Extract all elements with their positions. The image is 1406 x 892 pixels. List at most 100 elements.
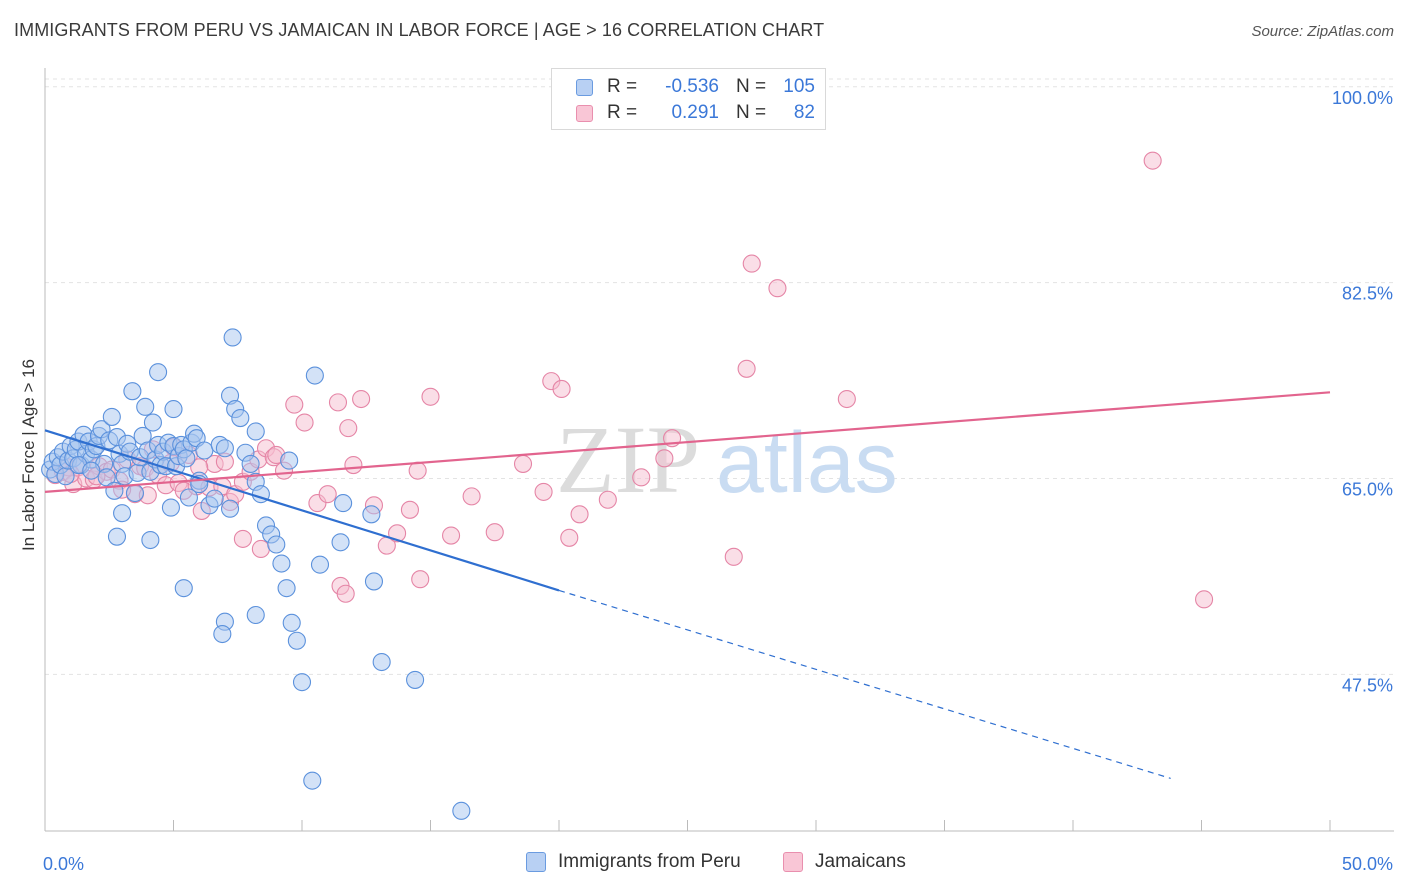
legend-row-jamaicans: R = 0.291 N = 82 [576,101,815,125]
data-point-peru [452,801,471,820]
data-point-jamaicans [411,570,430,589]
data-point-jamaicans [570,505,589,524]
data-point-peru [82,461,101,480]
data-point-jamaicans [1195,590,1214,609]
data-point-jamaicans [352,389,371,409]
data-point-peru [136,397,155,416]
legend-label-peru: Immigrants from Peru [558,851,741,872]
data-point-peru [305,366,324,385]
data-point-jamaicans [233,529,252,548]
series-jamaicans [46,151,1214,609]
trend-lines [44,391,1331,779]
legend-n-label: N = [735,102,767,123]
legend-r-value: 0.291 [671,102,719,123]
data-point-peru [287,631,306,650]
data-point-jamaicans [318,485,337,504]
legend-row-peru: R = -0.536 N = 105 [576,75,815,99]
data-point-peru [105,481,124,500]
data-point-jamaicans [632,468,651,487]
data-point-jamaicans [408,461,427,480]
data-point-peru [303,771,322,790]
legend-swatch-peru [576,78,593,96]
data-point-jamaicans [336,584,355,603]
y-tick-label: 82.5% [1342,284,1393,304]
data-point-peru [246,605,265,625]
data-point-peru [272,554,291,573]
data-point-peru [164,400,183,419]
data-point-peru [241,454,260,473]
gridlines [45,78,1394,675]
legend-n-value: 105 [783,76,815,97]
data-point-peru [177,449,196,468]
data-point-peru [372,652,391,672]
watermark-atlas: atlas [716,415,898,511]
data-point-peru [205,489,224,508]
data-point-peru [195,441,214,460]
x-tick-label: 50.0% [1342,854,1393,874]
data-point-peru [125,483,144,503]
data-point-jamaicans [552,379,571,398]
y-tick-label: 100.0% [1332,88,1393,108]
source-credit: Source: ZipAtlas.com [1251,23,1394,40]
trend-line-peru [44,429,560,592]
trend-line-peru-extension [558,589,1171,779]
data-point-peru [149,363,168,382]
data-point-jamaicans [560,528,579,547]
data-point-peru [280,451,299,470]
data-point-jamaicans [837,389,856,409]
data-point-peru [107,527,127,546]
chart-title: IMMIGRANTS FROM PERU VS JAMAICAN IN LABO… [14,20,825,40]
data-point-peru [246,422,265,441]
series-legend: Immigrants from Peru Jamaicans [0,851,1406,877]
data-point-peru [161,498,180,517]
data-point-peru [282,613,301,632]
data-point-jamaicans [285,395,304,414]
data-point-jamaicans [344,455,363,475]
data-point-peru [174,579,193,598]
legend-n-value: 82 [793,102,815,123]
trend-line-jamaicans [44,391,1331,494]
data-point-peru [334,494,353,513]
legend-r-label: R = [607,102,638,123]
stats-legend: R = -0.536 N = 105 R = 0.291 N = 82 [551,68,826,130]
data-point-peru [213,624,232,644]
y-tick-labels: 47.5% 65.0% 82.5% 100.0% [1332,88,1393,696]
x-tick-label: 0.0% [43,854,84,874]
legend-swatch-jamaicans [576,104,593,122]
data-point-peru [277,579,296,598]
data-point-jamaicans [768,279,787,298]
legend-item-jamaicans[interactable]: Jamaicans [783,851,906,873]
legend-item-peru[interactable]: Immigrants from Peru [526,851,741,873]
data-point-jamaicans [421,387,440,406]
data-point-jamaicans [534,482,553,501]
data-point-peru [362,505,381,524]
y-tick-label: 47.5% [1342,675,1393,695]
data-point-peru [102,407,121,426]
legend-r-label: R = [607,76,638,97]
y-tick-label: 65.0% [1342,479,1393,499]
data-point-jamaicans [724,547,743,566]
data-point-peru [143,413,162,432]
legend-swatch-peru [526,852,546,872]
data-point-peru [406,670,425,689]
data-point-jamaicans [295,413,314,432]
data-point-peru [97,468,116,487]
x-tick-labels: 0.0% 50.0% [43,854,1393,874]
legend-label-jamaicans: Jamaicans [815,851,906,872]
data-point-peru [267,535,286,554]
axes [44,68,1394,832]
legend-swatch-jamaicans [783,852,803,872]
data-point-peru [215,439,234,458]
data-point-peru [141,530,160,550]
data-point-jamaicans [442,526,461,545]
data-point-jamaicans [655,449,674,468]
data-point-jamaicans [328,393,348,412]
series-peru [41,328,471,820]
legend-n-label: N = [735,76,767,97]
data-point-peru [231,408,250,428]
data-point-peru [179,488,198,507]
legend-r-value: -0.536 [665,76,719,97]
data-point-jamaicans [400,500,419,519]
data-point-jamaicans [737,359,756,378]
